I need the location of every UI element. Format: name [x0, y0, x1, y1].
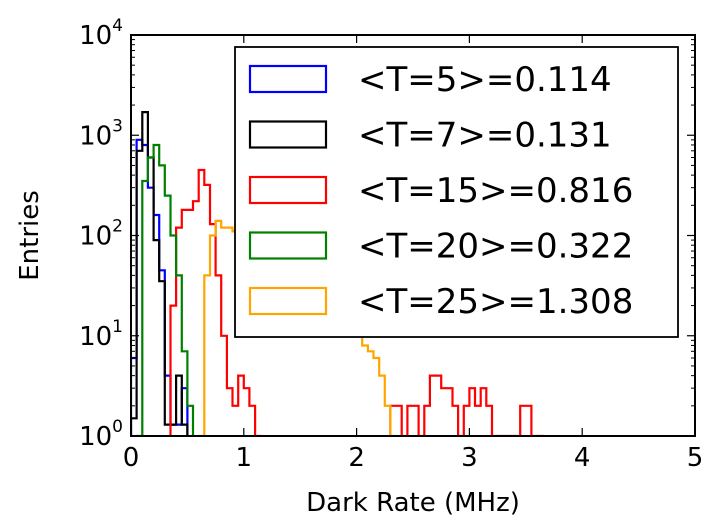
x-tick-label: 0 — [123, 443, 140, 473]
legend-swatch-0 — [248, 64, 328, 94]
x-tick-label: 3 — [461, 443, 478, 473]
y-tick-label: 103 — [79, 116, 123, 151]
series-3-outline — [135, 143, 195, 436]
y-tick-label: 100 — [79, 417, 123, 452]
ticks-layer: 0 1 2 3 4 5 100 101 102 103 104 — [79, 16, 703, 473]
legend-swatch-3 — [248, 231, 328, 260]
legend-swatch-2 — [248, 175, 328, 205]
legend-swatch-4 — [248, 286, 328, 316]
x-tick-label: 1 — [236, 443, 253, 473]
x-tick-label: 2 — [348, 443, 365, 473]
x-tick-label: 4 — [574, 443, 591, 473]
y-tick-label: 102 — [79, 217, 123, 252]
series-0-outline — [131, 138, 189, 436]
legend-label-4: <T=25>=1.308 — [358, 282, 633, 322]
y-tick-label: 101 — [79, 317, 123, 352]
legend-label-1: <T=7>=0.131 — [358, 116, 612, 156]
y-axis-label: Entries — [15, 190, 45, 281]
legend-label-2: <T=15>=0.816 — [358, 171, 633, 211]
x-axis-label: Dark Rate (MHz) — [306, 488, 520, 518]
legend-label-3: <T=20>=0.322 — [358, 227, 633, 267]
x-tick-label: 5 — [687, 443, 704, 473]
series-2-outline — [169, 168, 544, 436]
series-1-outline — [131, 111, 189, 436]
y-tick-label: 104 — [79, 16, 123, 51]
legend: <T=5>=0.114 <T=7>=0.131 <T=15>=0.816 <T=20>… — [234, 46, 679, 338]
legend-swatch-1 — [248, 120, 328, 149]
legend-label-0: <T=5>=0.114 — [358, 60, 612, 100]
